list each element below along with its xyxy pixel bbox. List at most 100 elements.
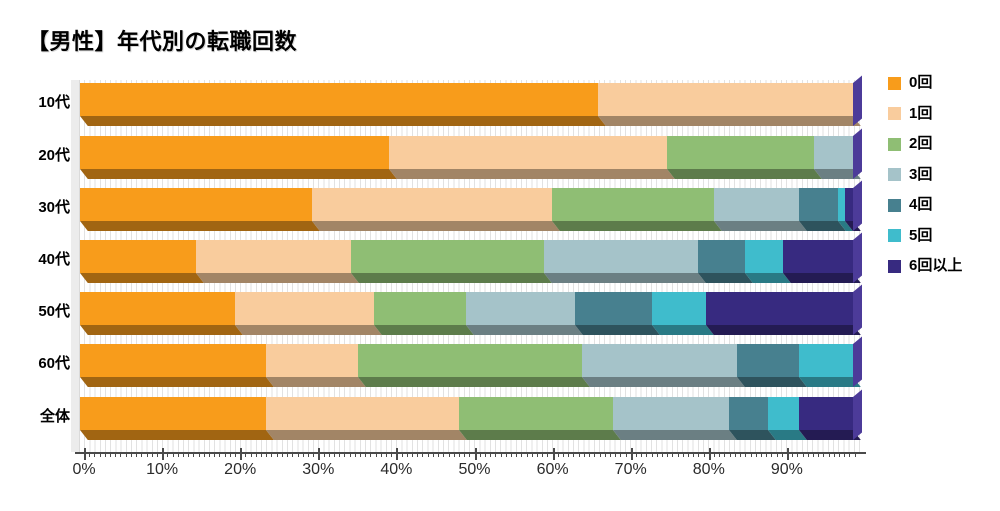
minor-tick: [625, 452, 627, 457]
minor-tick: [635, 452, 637, 457]
bar-segment-40代-5回: [744, 240, 784, 273]
bar-segment-10代-0回: [80, 83, 598, 116]
bar-segment-60代-5回: [798, 344, 853, 377]
bar-end-cap-10代: [853, 75, 862, 126]
legend-swatch-1kai: [888, 107, 901, 120]
minor-tick: [458, 452, 460, 457]
bar-end-cap-50代: [853, 284, 862, 335]
minor-tick: [521, 452, 523, 457]
minor-tick: [542, 452, 544, 457]
minor-tick: [656, 452, 658, 457]
minor-tick: [307, 452, 309, 457]
minor-tick: [781, 452, 783, 457]
ylabel-30s: 30代: [38, 199, 70, 216]
minor-tick: [94, 452, 96, 457]
minor-tick: [500, 452, 502, 457]
minor-tick: [318, 452, 320, 457]
minor-tick: [849, 452, 851, 457]
bar-segment-shadow-20代-2回: [667, 169, 823, 179]
bar-segment-shadow-10代-0回: [80, 116, 606, 126]
bar-bevel-20代: [80, 169, 861, 179]
minor-tick: [755, 452, 757, 457]
legend-label-5kai: 5回: [909, 226, 933, 244]
bar-segment-10代-1回: [597, 83, 853, 116]
legend-item-6kai-plus: 6回以上: [888, 257, 963, 274]
bar-segment-20代-2回: [667, 136, 815, 169]
bar-segment-shadow-50代-5回: [651, 325, 714, 335]
legend-label-6kai-plus: 6回以上: [909, 257, 963, 274]
major-tick-80%: [708, 448, 711, 460]
minor-tick: [422, 452, 424, 457]
minor-tick: [630, 452, 632, 457]
minor-tick: [99, 452, 101, 457]
minor-tick: [578, 452, 580, 457]
bar-end-cap-20代: [853, 128, 862, 179]
bar-segment-shadow-30代-3回: [713, 221, 807, 231]
minor-tick: [380, 452, 382, 457]
legend-item-5kai: 5回: [888, 226, 962, 244]
major-tick-70%: [630, 448, 633, 460]
minor-tick: [156, 452, 158, 457]
bar-segment-30代-4回: [798, 188, 838, 221]
minor-tick: [797, 452, 799, 457]
minor-tick: [214, 452, 216, 457]
bar-bevel-50代: [80, 325, 861, 335]
minor-tick: [151, 452, 153, 457]
minor-tick: [844, 452, 846, 457]
minor-tick: [443, 452, 445, 457]
minor-tick: [677, 452, 679, 457]
xtick-80: 80%: [692, 461, 725, 478]
bar-segment-shadow-20代-0回: [80, 169, 398, 179]
minor-tick: [573, 452, 575, 457]
minor-tick: [417, 452, 419, 457]
minor-tick: [349, 452, 351, 457]
minor-tick: [609, 452, 611, 457]
minor-tick: [547, 452, 549, 457]
bar-end-cap-40代: [853, 232, 862, 283]
minor-tick: [209, 452, 210, 457]
minor-tick: [323, 452, 325, 457]
minor-tick: [688, 452, 689, 457]
bar-row-全体: [80, 389, 862, 440]
minor-tick: [604, 452, 606, 457]
bar-segment-30代-0回: [80, 188, 312, 221]
bar-segment-30代-1回: [311, 188, 552, 221]
bar-row-20代: [80, 128, 862, 179]
minor-tick: [375, 452, 377, 457]
minor-tick: [401, 452, 403, 457]
minor-tick: [271, 452, 273, 457]
minor-tick: [792, 452, 794, 457]
xtick-50: 50%: [458, 461, 491, 478]
ylabel-50s: 50代: [38, 303, 70, 320]
minor-tick: [255, 452, 257, 457]
minor-tick: [261, 452, 262, 457]
bar-segment-shadow-全体-0回: [80, 430, 274, 440]
minor-tick: [672, 452, 674, 457]
bar-segment-20代-1回: [389, 136, 668, 169]
bar-segment-shadow-60代-0回: [80, 377, 274, 387]
minor-tick: [646, 452, 648, 457]
bar-segment-shadow-30代-2回: [551, 221, 722, 231]
legend-swatch-6kai-plus: [888, 259, 901, 273]
legend-item-1kai: 1回: [888, 106, 962, 121]
bar-segment-40代-1回: [195, 240, 351, 273]
bar-segment-shadow-40代-2回: [350, 273, 552, 283]
minor-tick: [328, 452, 330, 457]
legend-swatch-2kai: [888, 137, 901, 151]
legend-swatch-4kai: [888, 198, 901, 212]
minor-tick: [162, 452, 164, 457]
bar-segment-60代-1回: [265, 344, 359, 377]
bar-segment-60代-0回: [80, 344, 266, 377]
legend-item-0kai: 0回: [888, 75, 962, 90]
bar-segment-shadow-50代-6回以上: [706, 325, 861, 335]
minor-tick: [568, 452, 570, 457]
minor-tick: [583, 452, 585, 457]
minor-tick: [479, 452, 481, 457]
minor-tick: [412, 452, 413, 457]
minor-tick: [203, 452, 205, 457]
minor-tick: [708, 452, 710, 457]
minor-tick: [84, 452, 85, 457]
minor-tick: [453, 452, 455, 457]
legend-swatch-3kai: [888, 168, 901, 181]
minor-tick: [698, 452, 700, 457]
